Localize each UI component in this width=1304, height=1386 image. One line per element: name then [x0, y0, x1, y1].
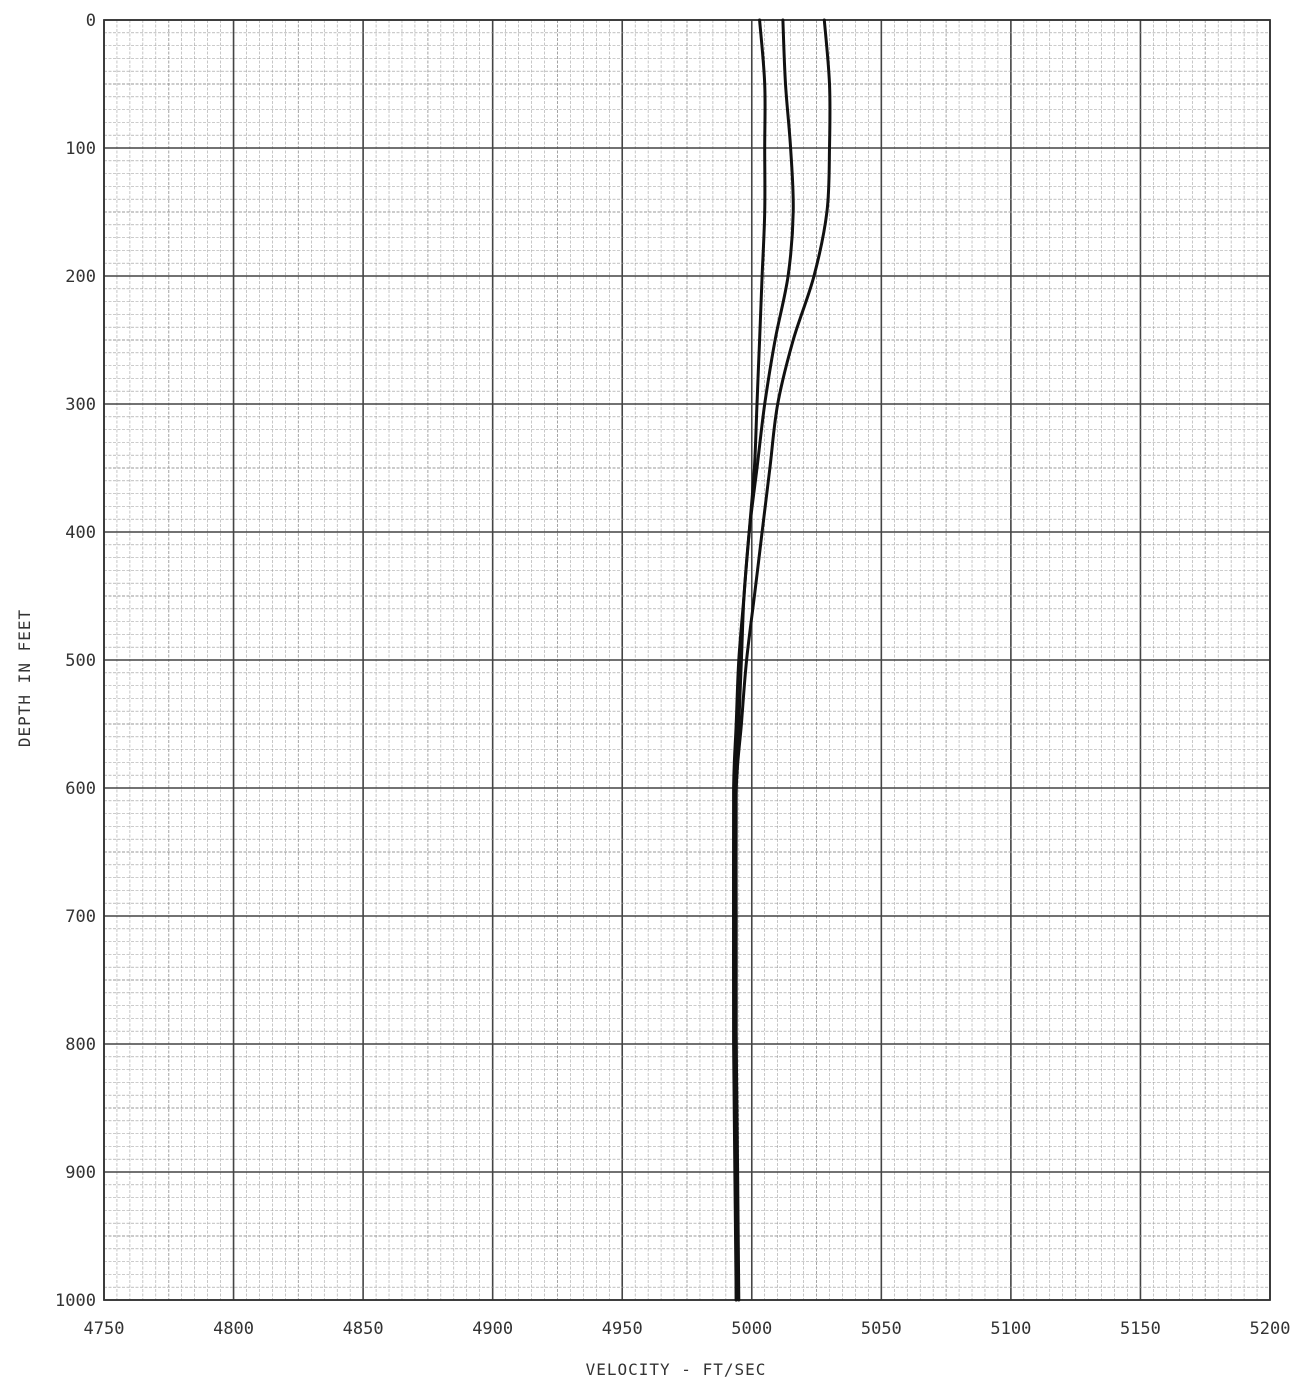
- x-tick-label: 4750: [84, 1319, 125, 1339]
- y-tick-label: 1000: [55, 1291, 96, 1311]
- y-tick-label: 200: [65, 267, 96, 287]
- y-tick-label: 500: [65, 651, 96, 671]
- x-tick-label: 5000: [731, 1319, 772, 1339]
- y-tick-label: 400: [65, 523, 96, 543]
- y-tick-label: 800: [65, 1035, 96, 1055]
- x-tick-label: 4900: [472, 1319, 513, 1339]
- y-axis-title: DEPTH IN FEET: [15, 609, 34, 747]
- velocity-profile-line-3: [732, 18, 832, 1302]
- grid: [103, 19, 1271, 1301]
- x-tick-label: 5050: [861, 1319, 902, 1339]
- y-tick-label: 0: [86, 11, 96, 31]
- y-tick-label: 100: [65, 139, 96, 159]
- x-tick-labels: 4750 4800 4850 4900 4950 5000 5050 5100 5150 5200: [84, 1319, 1291, 1339]
- y-tick-label: 700: [65, 907, 96, 927]
- y-tick-label: 300: [65, 395, 96, 415]
- y-tick-label: 900: [65, 1163, 96, 1183]
- y-tick-label: 600: [65, 779, 96, 799]
- x-tick-label: 4800: [213, 1319, 254, 1339]
- y-tick-labels: 0 100 200 300 400 500 600 700 800 900 1000: [55, 11, 96, 1311]
- x-tick-label: 4950: [602, 1319, 643, 1339]
- x-tick-label: 5100: [990, 1319, 1031, 1339]
- plot-frame: [103, 19, 1271, 1301]
- x-tick-label: 4850: [343, 1319, 384, 1339]
- x-axis-title: VELOCITY - FT/SEC: [586, 1360, 767, 1379]
- x-tick-label: 5200: [1250, 1319, 1291, 1339]
- x-tick-label: 5150: [1120, 1319, 1161, 1339]
- plot-lines: [731, 18, 832, 1302]
